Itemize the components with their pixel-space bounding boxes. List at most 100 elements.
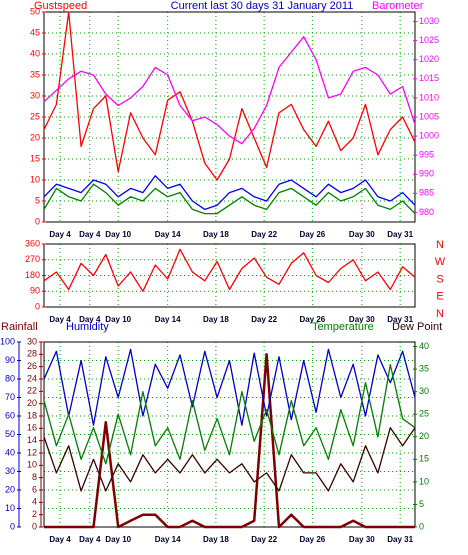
x-tick-label: Day 22 — [251, 230, 277, 239]
series-line — [43, 363, 416, 465]
y-tick-label: 360 — [25, 238, 40, 248]
y-tick-label: 8 — [32, 472, 37, 482]
y-tick-label: 0 — [32, 521, 37, 531]
y-tick-label: 1010 — [419, 92, 439, 102]
x-tick-label: Day 30 — [349, 535, 375, 544]
x-tick-label: Day 4 — [49, 230, 71, 239]
x-tick-label: Day 26 — [299, 535, 325, 544]
y-tick-label: 10 — [419, 476, 429, 486]
x-tick-label: Day 10 — [105, 535, 131, 544]
y-tick-label: 90 — [5, 355, 15, 365]
x-tick-label: Day 18 — [203, 230, 229, 239]
y-tick-label: 25 — [419, 409, 429, 419]
y-tick-label: 45 — [30, 27, 40, 37]
y-tick-label: 985 — [419, 188, 434, 198]
x-tick-label: Day 26 — [299, 230, 325, 239]
x-tick-label: Day 30 — [349, 315, 375, 324]
compass-label: S — [436, 273, 443, 285]
y-tick-label: 1005 — [419, 111, 439, 121]
y-tick-label: 28 — [27, 349, 37, 359]
y-tick-label: 4 — [32, 497, 37, 507]
y-tick-label: 15 — [419, 454, 429, 464]
y-tick-label: 22 — [27, 386, 37, 396]
y-tick-label: 25 — [30, 111, 40, 121]
compass-label: N — [436, 239, 444, 251]
legend-label: Humidity — [66, 321, 109, 333]
y-tick-label: 0 — [419, 521, 424, 531]
y-tick-label: 60 — [5, 410, 15, 420]
y-tick-label: 1030 — [419, 16, 439, 26]
x-tick-label: Day 4 — [79, 230, 101, 239]
series-line — [43, 11, 416, 181]
x-tick-label: Day 22 — [251, 535, 277, 544]
series-line — [43, 348, 416, 426]
x-tick-label: Day 14 — [155, 315, 181, 324]
series-line — [43, 248, 416, 292]
y-tick-label: 30 — [419, 386, 429, 396]
series-line — [43, 175, 416, 211]
y-tick-label: 35 — [419, 363, 429, 373]
y-tick-label: 15 — [30, 153, 40, 163]
y-tick-label: 2 — [32, 509, 37, 519]
compass-label: E — [436, 291, 443, 303]
series-line — [43, 427, 416, 492]
y-tick-label: 5 — [419, 499, 424, 509]
x-tick-label: Day 22 — [251, 315, 277, 324]
compass-label: N — [436, 308, 444, 320]
x-tick-label: Day 4 — [49, 315, 71, 324]
y-tick-label: 90 — [30, 286, 40, 296]
y-tick-label: 14 — [27, 435, 37, 445]
y-tick-label: 26 — [27, 361, 37, 371]
y-tick-label: 0 — [35, 216, 40, 226]
x-tick-label: Day 14 — [155, 230, 181, 239]
x-tick-label: Day 18 — [203, 315, 229, 324]
series-line — [43, 36, 416, 145]
x-tick-label: Day 26 — [299, 315, 325, 324]
y-tick-label: 6 — [32, 484, 37, 494]
y-tick-label: 995 — [419, 150, 434, 160]
legend-label: Rainfall — [1, 321, 38, 333]
x-tick-label: Day 14 — [155, 535, 181, 544]
y-tick-label: 1000 — [419, 130, 439, 140]
y-tick-label: 1020 — [419, 54, 439, 64]
x-tick-label: Day 4 — [79, 535, 101, 544]
x-tick-label: Day 4 — [49, 535, 71, 544]
y-tick-label: 20 — [419, 431, 429, 441]
y-tick-label: 10 — [27, 460, 37, 470]
x-tick-label: Day 30 — [349, 230, 375, 239]
y-tick-label: 30 — [30, 90, 40, 100]
legend-label: Temperature — [312, 321, 374, 333]
x-tick-label: Day 31 — [387, 535, 413, 544]
y-tick-label: 10 — [30, 174, 40, 184]
y-tick-label: 40 — [5, 447, 15, 457]
x-tick-label: Day 18 — [203, 535, 229, 544]
y-tick-label: 980 — [419, 207, 434, 217]
legend-label: Dew Point — [392, 321, 442, 333]
y-tick-label: 70 — [5, 392, 15, 402]
y-tick-label: 30 — [27, 336, 37, 346]
y-tick-label: 12 — [27, 447, 37, 457]
y-tick-label: 0 — [10, 521, 15, 531]
y-tick-label: 10 — [5, 503, 15, 513]
y-tick-label: 18 — [27, 410, 37, 420]
y-tick-label: 5 — [35, 195, 40, 205]
x-tick-label: Day 10 — [105, 230, 131, 239]
y-tick-label: 30 — [5, 466, 15, 476]
y-tick-label: 1015 — [419, 73, 439, 83]
y-tick-label: 80 — [5, 373, 15, 383]
chart-title: Current last 30 days 31 January 2011 — [171, 0, 354, 12]
y-tick-label: 100 — [0, 336, 15, 346]
y-tick-label: 50 — [30, 6, 40, 16]
y-tick-label: 50 — [5, 429, 15, 439]
y-tick-label: 35 — [30, 69, 40, 79]
x-tick-label: Day 10 — [105, 315, 131, 324]
legend-label: Gustspeed — [34, 0, 87, 12]
x-tick-label: Day 31 — [387, 230, 413, 239]
y-tick-label: 20 — [5, 484, 15, 494]
y-tick-label: 180 — [25, 270, 40, 280]
series-line — [43, 183, 416, 215]
compass-label: W — [435, 256, 446, 268]
y-tick-label: 1025 — [419, 35, 439, 45]
